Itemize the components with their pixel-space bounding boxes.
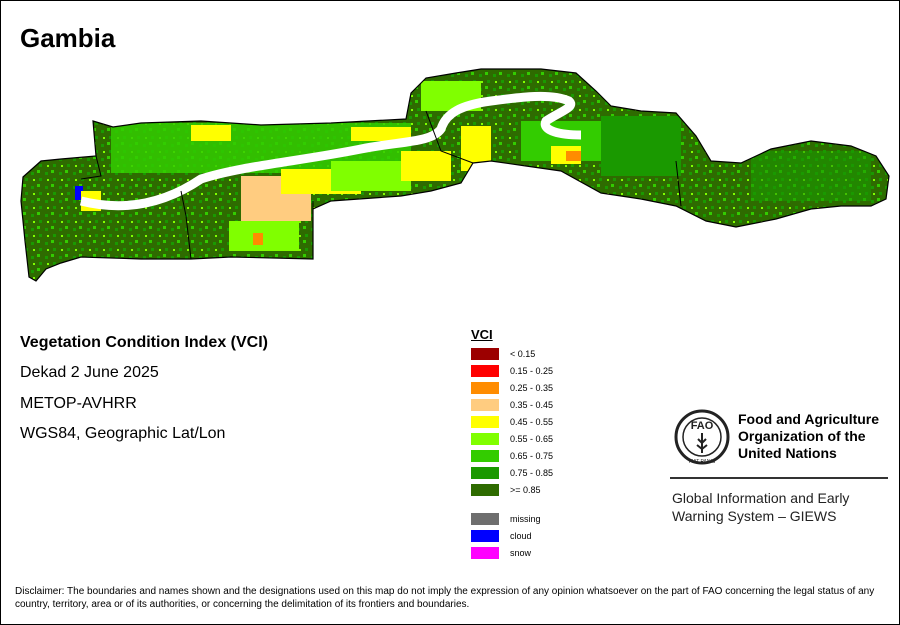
projection-label: WGS84, Geographic Lat/Lon — [20, 425, 226, 442]
legend-item: cloud — [471, 527, 601, 544]
sensor-label: METOP-AVHRR — [20, 395, 137, 412]
legend-item: 0.65 - 0.75 — [471, 447, 601, 464]
legend-item: >= 0.85 — [471, 481, 601, 498]
fao-divider — [670, 477, 888, 479]
legend-item: missing — [471, 510, 601, 527]
legend-label: 0.35 - 0.45 — [510, 399, 554, 410]
map-title: Gambia — [20, 23, 116, 53]
vci-legend: VCI < 0.15 0.15 - 0.25 0.25 - 0.35 0.35 - 0… — [471, 327, 601, 561]
legend-swatch — [471, 415, 499, 428]
giews-name: Global Information and Early Warning Sys… — [672, 490, 850, 524]
legend-label: < 0.15 — [510, 348, 536, 359]
fao-logo-icon: FAO FIAT PANIS — [674, 409, 730, 465]
admin-boundaries — [80, 110, 682, 260]
legend-swatch — [471, 546, 499, 559]
legend-item: 0.45 - 0.55 — [471, 413, 601, 430]
legend-swatch — [471, 466, 499, 479]
legend-swatch — [471, 381, 499, 394]
legend-classes: < 0.15 0.15 - 0.25 0.25 - 0.35 0.35 - 0.45 0… — [471, 345, 601, 498]
vci-raster — [21, 69, 889, 281]
legend-special: missing cloud snow — [471, 510, 601, 561]
legend-swatch — [471, 364, 499, 377]
legend-label: snow — [510, 547, 532, 558]
legend-label: 0.45 - 0.55 — [510, 416, 554, 427]
legend-swatch — [471, 347, 499, 360]
organization-name: Food and Agriculture Organization of the… — [738, 411, 880, 461]
legend-item: snow — [471, 544, 601, 561]
legend-label: 0.15 - 0.25 — [510, 365, 554, 376]
logo-text: FAO — [691, 420, 714, 432]
legend-label: 0.25 - 0.35 — [510, 382, 554, 393]
legend-swatch — [471, 512, 499, 525]
legend-item: 0.35 - 0.45 — [471, 396, 601, 413]
gambia-river — [79, 91, 582, 211]
legend-item: 0.15 - 0.25 — [471, 362, 601, 379]
disclaimer: Disclaimer: The boundaries and names sho… — [15, 586, 875, 610]
legend-swatch — [471, 483, 499, 496]
legend-swatch — [471, 529, 499, 542]
legend-title: VCI — [471, 327, 493, 342]
logo-motto: FIAT PANIS — [689, 459, 716, 465]
legend-item: 0.55 - 0.65 — [471, 430, 601, 447]
legend-label: 0.75 - 0.85 — [510, 467, 554, 478]
legend-item: 0.75 - 0.85 — [471, 464, 601, 481]
legend-label: >= 0.85 — [510, 484, 541, 495]
legend-label: 0.65 - 0.75 — [510, 450, 554, 461]
legend-item: 0.25 - 0.35 — [471, 379, 601, 396]
legend-label: 0.55 - 0.65 — [510, 433, 554, 444]
legend-label: cloud — [510, 530, 532, 541]
country-border — [20, 68, 890, 282]
legend-item: < 0.15 — [471, 345, 601, 362]
index-name: Vegetation Condition Index (VCI) — [20, 334, 268, 351]
legend-swatch — [471, 398, 499, 411]
legend-label: missing — [510, 513, 541, 524]
legend-swatch — [471, 449, 499, 462]
legend-swatch — [471, 432, 499, 445]
period-label: Dekad 2 June 2025 — [20, 364, 159, 381]
